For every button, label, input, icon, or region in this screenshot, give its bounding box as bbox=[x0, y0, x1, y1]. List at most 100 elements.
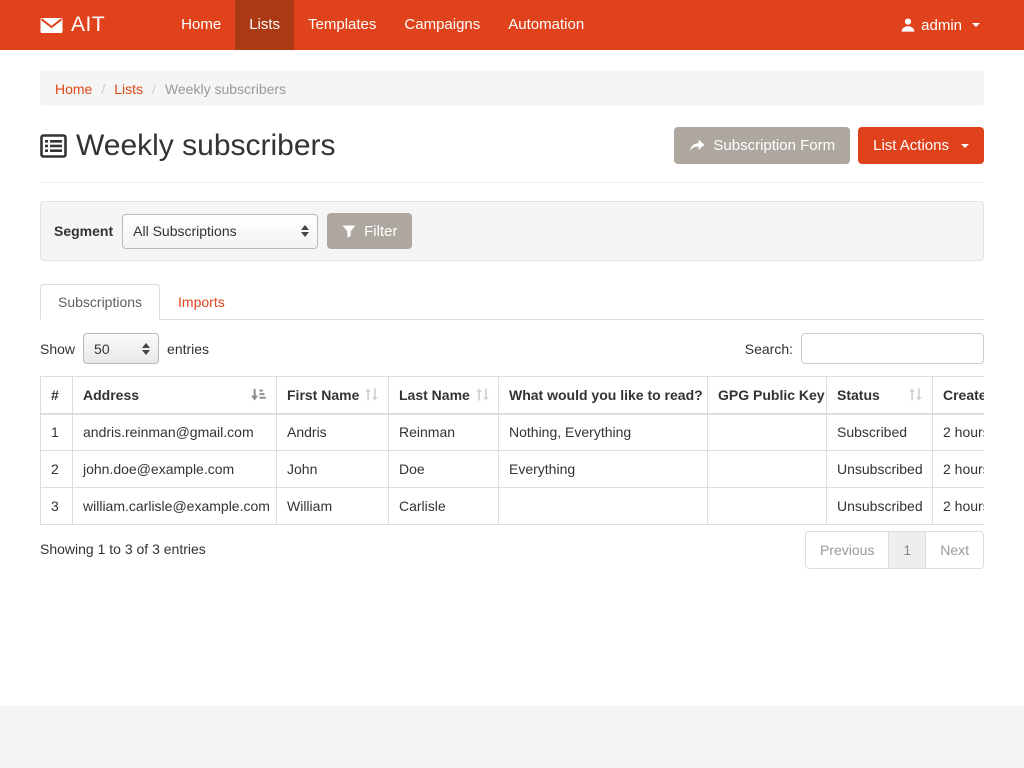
entries-label: entries bbox=[167, 340, 210, 357]
chevron-down-icon bbox=[961, 143, 969, 148]
pagination-previous[interactable]: Previous bbox=[804, 531, 890, 570]
list-alt-icon bbox=[40, 133, 67, 158]
cell-last-name: Reinman bbox=[388, 413, 499, 451]
col-header-first-name[interactable]: First Name bbox=[276, 376, 389, 415]
navbar-spacer bbox=[598, 0, 897, 50]
header-buttons: Subscription Form List Actions bbox=[674, 127, 984, 164]
col-label: # bbox=[51, 386, 59, 403]
top-navbar: AIT Home Lists Templates Campaigns Autom… bbox=[0, 0, 1024, 50]
cell-status: Unsubscribed bbox=[826, 487, 933, 525]
col-header-gpg-key: GPG Public Key bbox=[707, 376, 827, 415]
list-actions-label: List Actions bbox=[873, 137, 949, 154]
cell-what-to-read: Nothing, Everything bbox=[498, 413, 708, 451]
cell-status: Subscribed bbox=[826, 413, 933, 451]
cell-last-name: Doe bbox=[388, 450, 499, 488]
sort-both-icon bbox=[909, 388, 922, 401]
filter-label: Filter bbox=[364, 222, 398, 240]
page-size-select[interactable]: 50 bbox=[83, 333, 160, 364]
table-header-row: # Address bbox=[40, 376, 984, 415]
col-label: First Name bbox=[287, 386, 360, 403]
select-arrows-icon bbox=[142, 342, 151, 355]
cell-created: 2 hours ago bbox=[932, 487, 984, 525]
subscription-form-label: Subscription Form bbox=[713, 137, 836, 154]
envelope-icon bbox=[40, 16, 63, 35]
pagination: Previous 1 Next bbox=[804, 531, 984, 570]
col-header-status[interactable]: Status bbox=[826, 376, 933, 415]
cell-index: 2 bbox=[40, 450, 73, 488]
nav-item-automation[interactable]: Automation bbox=[508, 16, 585, 33]
breadcrumb-current: Weekly subscribers bbox=[164, 80, 287, 97]
table-controls: Show 50 entries Search: bbox=[40, 333, 984, 364]
col-header-created[interactable]: Created bbox=[932, 376, 984, 415]
user-name: admin bbox=[921, 16, 962, 34]
cell-index: 3 bbox=[40, 487, 73, 525]
funnel-icon bbox=[342, 225, 356, 238]
show-entries-control: Show 50 entries bbox=[40, 333, 209, 364]
subscription-form-button[interactable]: Subscription Form bbox=[674, 127, 851, 164]
table-footer: Showing 1 to 3 of 3 entries Previous 1 N… bbox=[40, 531, 984, 570]
nav-item-templates[interactable]: Templates bbox=[308, 16, 377, 33]
col-header-what-to-read: What would you like to read? bbox=[498, 376, 708, 415]
cell-first-name: Andris bbox=[276, 413, 389, 451]
col-header-index: # bbox=[40, 376, 73, 415]
cell-index: 1 bbox=[40, 413, 73, 451]
subscribers-table-wrap: # Address bbox=[40, 376, 984, 525]
chevron-down-icon bbox=[972, 23, 980, 27]
cell-first-name: John bbox=[276, 450, 389, 488]
select-arrows-icon bbox=[301, 225, 310, 237]
segment-selected-option: All Subscriptions bbox=[133, 223, 237, 239]
table-row: 3 william.carlisle@example.com William C… bbox=[40, 487, 984, 525]
list-tabs: Subscriptions Imports bbox=[40, 284, 984, 320]
cell-created: 2 hours ago bbox=[932, 450, 984, 488]
user-menu-dropdown[interactable]: admin bbox=[897, 0, 984, 50]
header-divider bbox=[40, 182, 984, 183]
cell-address: john.doe@example.com bbox=[72, 450, 277, 488]
cell-gpg-key bbox=[707, 413, 827, 451]
col-label: Last Name bbox=[399, 386, 470, 403]
tab-imports[interactable]: Imports bbox=[178, 294, 225, 310]
col-header-address[interactable]: Address bbox=[72, 376, 277, 415]
search-input[interactable] bbox=[801, 333, 984, 364]
breadcrumb-separator: / bbox=[152, 80, 156, 97]
brand-link[interactable]: AIT bbox=[40, 0, 105, 50]
share-arrow-icon bbox=[689, 139, 705, 152]
breadcrumb: Home / Lists / Weekly subscribers bbox=[40, 71, 984, 106]
col-header-last-name[interactable]: Last Name bbox=[388, 376, 499, 415]
pagination-page-1[interactable]: 1 bbox=[888, 531, 927, 570]
cell-address: william.carlisle@example.com bbox=[72, 487, 277, 525]
list-actions-button[interactable]: List Actions bbox=[858, 127, 984, 164]
cell-first-name: William bbox=[276, 487, 389, 525]
cell-what-to-read bbox=[498, 487, 708, 525]
table-row: 1 andris.reinman@gmail.com Andris Reinma… bbox=[40, 413, 984, 451]
segment-filter-panel: Segment All Subscriptions Filter bbox=[40, 201, 984, 261]
table-row: 2 john.doe@example.com John Doe Everythi… bbox=[40, 450, 984, 488]
page-title-text: Weekly subscribers bbox=[76, 128, 336, 162]
col-label: What would you like to read? bbox=[509, 386, 703, 403]
sort-by-attributes-icon bbox=[251, 388, 266, 402]
search-label: Search: bbox=[744, 340, 793, 357]
page-title: Weekly subscribers bbox=[40, 129, 336, 163]
tab-subscriptions[interactable]: Subscriptions bbox=[40, 284, 161, 320]
page-footer bbox=[0, 706, 1024, 768]
col-label: Status bbox=[837, 386, 880, 403]
segment-label: Segment bbox=[54, 223, 114, 239]
sort-both-icon bbox=[476, 388, 489, 401]
cell-last-name: Carlisle bbox=[388, 487, 499, 525]
user-icon bbox=[901, 18, 915, 32]
brand-label: AIT bbox=[71, 13, 106, 36]
breadcrumb-home[interactable]: Home bbox=[55, 80, 93, 97]
breadcrumb-lists[interactable]: Lists bbox=[114, 80, 144, 97]
col-label: Created bbox=[943, 386, 984, 403]
segment-select[interactable]: All Subscriptions bbox=[122, 213, 319, 249]
nav-item-home[interactable]: Home bbox=[181, 16, 222, 33]
col-label: GPG Public Key bbox=[718, 386, 825, 403]
nav-item-campaigns[interactable]: Campaigns bbox=[404, 16, 481, 33]
filter-button[interactable]: Filter bbox=[327, 213, 413, 249]
sort-both-icon bbox=[365, 388, 379, 401]
col-label: Address bbox=[83, 386, 140, 403]
cell-gpg-key bbox=[707, 487, 827, 525]
cell-gpg-key bbox=[707, 450, 827, 488]
nav-item-lists[interactable]: Lists bbox=[235, 0, 295, 50]
cell-what-to-read: Everything bbox=[498, 450, 708, 488]
pagination-next[interactable]: Next bbox=[925, 531, 984, 570]
